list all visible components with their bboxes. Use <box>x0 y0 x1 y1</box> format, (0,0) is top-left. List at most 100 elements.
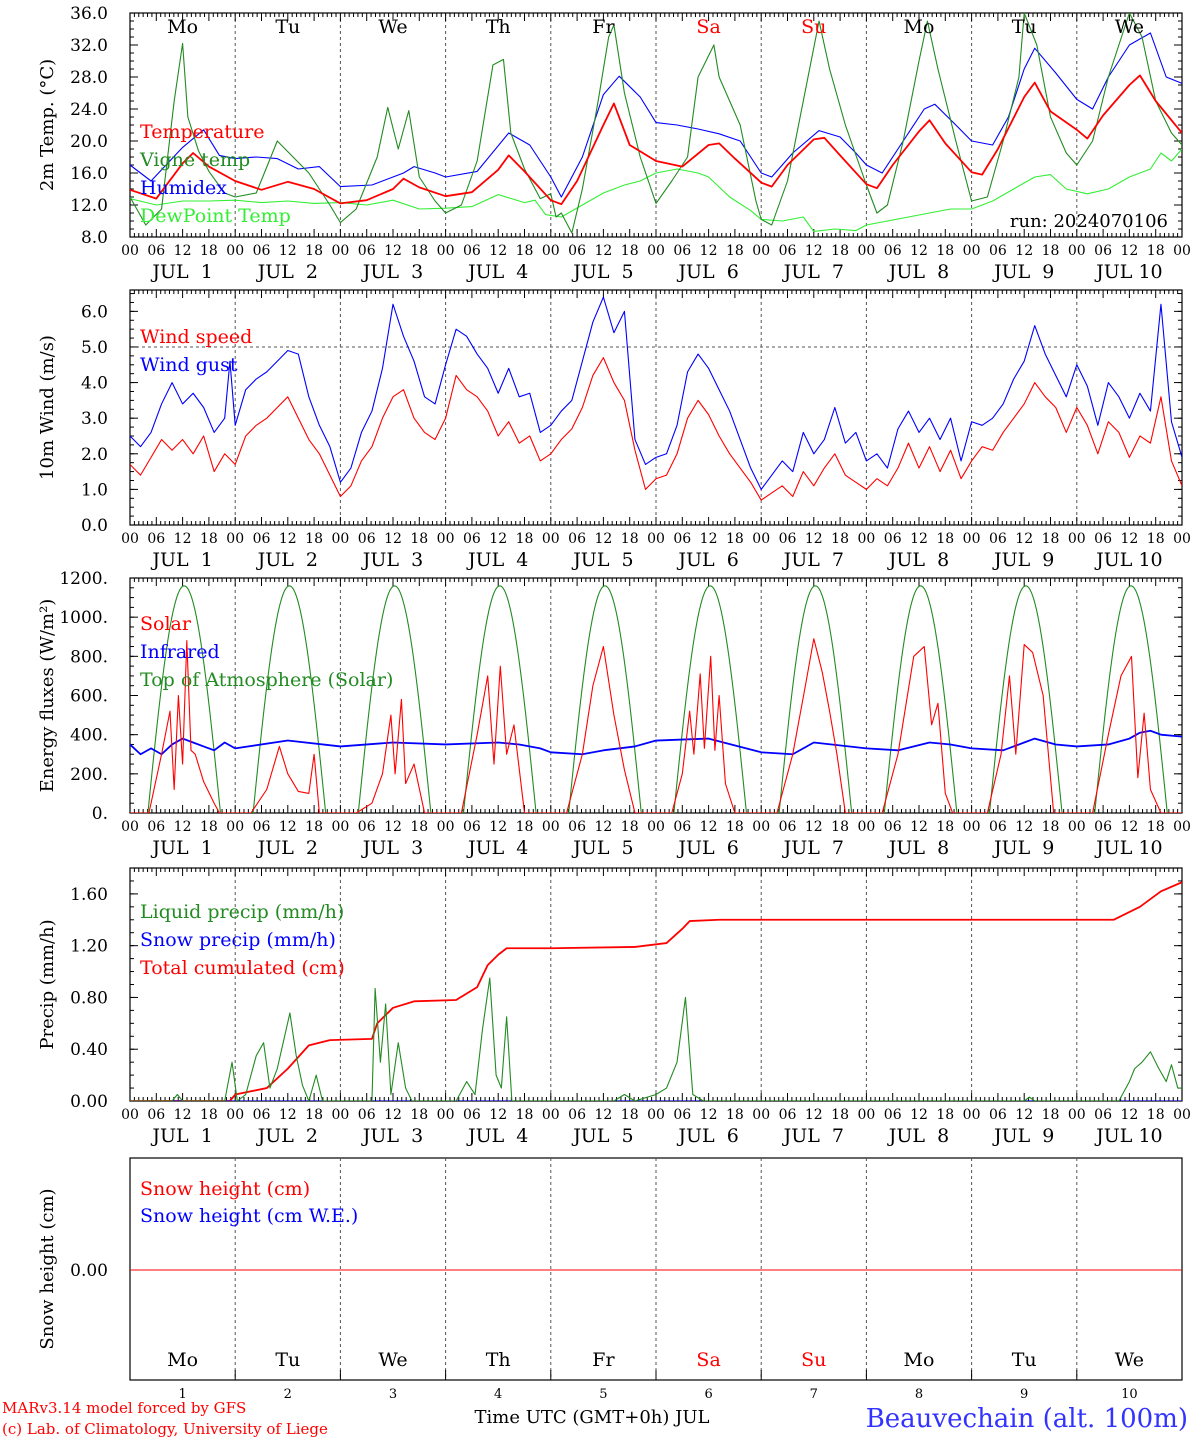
y-tick-label: 5.0 <box>81 338 108 358</box>
x-hour-label: 06 <box>147 819 165 835</box>
x-day-label: JUL 10 <box>1094 837 1162 859</box>
x-hour-label: 06 <box>358 1107 376 1123</box>
x-hour-label: 06 <box>989 819 1007 835</box>
x-hour-label: 18 <box>936 819 954 835</box>
x-hour-label: 18 <box>516 819 534 835</box>
y-tick-label: 1.0 <box>81 480 108 500</box>
weekday-label: Mo <box>904 1349 935 1371</box>
panel-3: 0. 200. 400. 600. 800. 1000. 1200.Energy fluxe… <box>37 569 1191 859</box>
x-hour-label: 12 <box>1015 819 1033 835</box>
weekday-label: Su <box>801 16 826 38</box>
x-hour-label: 12 <box>489 819 507 835</box>
x-hour-label: 18 <box>621 243 639 259</box>
x-hour-label: 00 <box>437 819 455 835</box>
legend-dewpoint: DewPoint Temp <box>140 205 291 227</box>
legend-wind_gust: Wind gust <box>140 354 238 376</box>
x-hour-label: 06 <box>253 819 271 835</box>
x-hour-label: 00 <box>121 1107 139 1123</box>
x-hour-label: 00 <box>1068 531 1086 547</box>
x-hour-label: 12 <box>384 819 402 835</box>
day-number: 4 <box>494 1387 502 1402</box>
x-day-label: JUL 3 <box>361 837 423 859</box>
x-hour-label: 00 <box>647 531 665 547</box>
y-tick-label: 0.0 <box>81 516 108 536</box>
x-hour-label: 18 <box>410 1107 428 1123</box>
x-hour-label: 00 <box>1173 531 1191 547</box>
x-hour-label: 12 <box>805 1107 823 1123</box>
x-hour-label: 12 <box>489 1107 507 1123</box>
legend-cumulated: Total cumulated (cm) <box>140 957 345 979</box>
x-hour-label: 12 <box>910 243 928 259</box>
y-tick-label: 0.00 <box>70 1092 108 1112</box>
x-hour-label: 00 <box>857 243 875 259</box>
x-hour-label: 00 <box>1173 243 1191 259</box>
series-line-infrared <box>130 729 1182 756</box>
day-number: 9 <box>1020 1387 1028 1402</box>
y-tick-label: 32.0 <box>70 36 108 56</box>
x-axis-title: Time UTC (GMT+0h) JUL <box>475 1407 710 1428</box>
y-tick-label: 600. <box>70 687 108 707</box>
x-hour-label: 18 <box>305 243 323 259</box>
x-hour-label: 06 <box>1094 819 1112 835</box>
y-axis-label: Precip (mm/h) <box>37 919 58 1049</box>
y-tick-label: 0.40 <box>70 1040 108 1060</box>
x-hour-label: 06 <box>989 1107 1007 1123</box>
y-tick-label: 36.0 <box>70 4 108 24</box>
x-day-label: JUL 5 <box>571 1125 633 1147</box>
x-hour-label: 00 <box>226 819 244 835</box>
legend-solar: Solar <box>140 613 192 635</box>
legend-humidex: Humidex <box>140 177 227 199</box>
x-day-label: JUL 4 <box>466 549 528 571</box>
x-hour-label: 00 <box>121 243 139 259</box>
series-line-solar <box>130 638 1182 813</box>
legend-snow_height: Snow height (cm) <box>140 1178 310 1200</box>
x-hour-label: 12 <box>1120 819 1138 835</box>
x-hour-label: 00 <box>1068 243 1086 259</box>
day-number: 3 <box>389 1387 397 1402</box>
series-line-cumulated <box>130 881 1182 1101</box>
y-axis-label: Energy fluxes (W/m²) <box>37 599 58 793</box>
y-tick-label: 1.20 <box>70 937 108 957</box>
x-day-label: JUL 8 <box>887 837 949 859</box>
x-hour-label: 06 <box>1094 243 1112 259</box>
x-hour-label: 06 <box>1094 1107 1112 1123</box>
y-tick-label: 1000. <box>59 608 108 628</box>
x-hour-label: 12 <box>279 1107 297 1123</box>
x-hour-label: 06 <box>358 819 376 835</box>
x-hour-label: 12 <box>384 531 402 547</box>
x-hour-label: 12 <box>700 531 718 547</box>
x-hour-label: 00 <box>542 1107 560 1123</box>
weekday-label: We <box>1115 1349 1144 1371</box>
x-hour-label: 00 <box>752 243 770 259</box>
x-hour-label: 06 <box>884 1107 902 1123</box>
weekday-label: Sa <box>696 1349 720 1371</box>
weekday-label: Th <box>486 1349 511 1371</box>
x-day-label: JUL 9 <box>992 837 1054 859</box>
x-day-label: JUL 7 <box>782 261 844 283</box>
x-hour-label: 00 <box>542 819 560 835</box>
panel-1: 8.0 12.0 16.0 20.0 24.0 28.0 32.0 36.0 2m Temp. … <box>37 4 1191 283</box>
y-tick-label: 6.0 <box>81 302 108 322</box>
panel-2: 0.0 1.0 2.0 3.0 4.0 5.0 6.0 10m Wind (m/s) 00 06 1… <box>37 289 1191 571</box>
legend-liquid: Liquid precip (mm/h) <box>140 901 344 923</box>
x-hour-label: 12 <box>700 819 718 835</box>
x-hour-label: 06 <box>253 1107 271 1123</box>
x-hour-label: 18 <box>936 243 954 259</box>
x-hour-label: 06 <box>884 819 902 835</box>
y-tick-label: 24.0 <box>70 100 108 120</box>
legend-wind_speed: Wind speed <box>140 326 252 348</box>
x-hour-label: 12 <box>174 243 192 259</box>
weekday-label: Tu <box>1012 16 1037 38</box>
x-hour-label: 00 <box>226 531 244 547</box>
legend-infrared: Infrared <box>140 641 220 663</box>
y-tick-label: 12.0 <box>70 196 108 216</box>
x-hour-label: 12 <box>910 1107 928 1123</box>
x-hour-label: 18 <box>410 243 428 259</box>
day-number: 2 <box>284 1387 292 1402</box>
y-axis-label: Snow height (cm) <box>37 1188 58 1349</box>
x-hour-label: 18 <box>726 819 744 835</box>
x-day-label: JUL 2 <box>256 261 318 283</box>
series-line-humidex <box>130 32 1182 198</box>
x-hour-label: 00 <box>752 531 770 547</box>
x-hour-label: 00 <box>437 243 455 259</box>
